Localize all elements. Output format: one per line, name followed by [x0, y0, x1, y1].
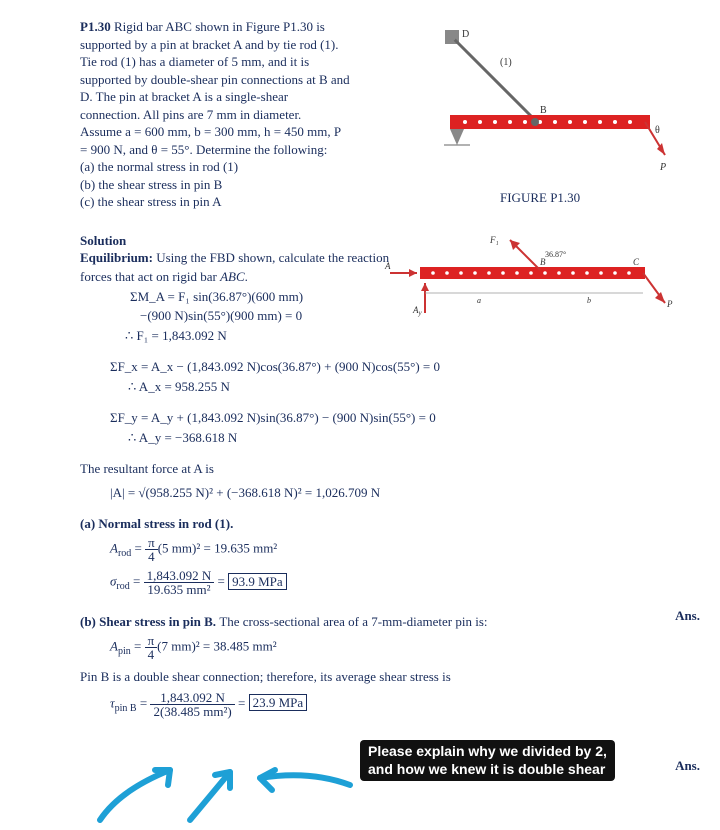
svg-text:θ: θ [655, 125, 660, 136]
hand-arrow-icon [80, 760, 360, 830]
problem-line-8: (a) the normal stress in rod (1) [80, 159, 238, 174]
resultant-label: The resultant force at A is [80, 459, 680, 479]
svg-text:B: B [540, 105, 547, 116]
annotation-line-2: and how we knew it is double shear [368, 761, 605, 777]
fbd-figure: A Ay F₁ 36.87° B C P a b [365, 235, 685, 325]
problem-statement: P1.30 Rigid bar ABC shown in Figure P1.3… [80, 18, 430, 211]
part-a-header: (a) Normal stress in rod (1). [80, 516, 680, 532]
svg-text:D: D [462, 29, 469, 40]
fy-eqn-1: ∴ A_y = −368.618 N [128, 428, 680, 448]
moment-eqn-2: ∴ F₁ = 1,843.092 N [125, 326, 680, 346]
ans-label-a: Ans. [675, 608, 700, 624]
ans-label-b: Ans. [675, 758, 700, 774]
svg-text:a: a [477, 296, 481, 305]
fx-equations: ΣF_x = A_x − (1,843.092 N)cos(36.87°) + … [110, 357, 680, 396]
svg-text:Ay: Ay [412, 305, 423, 317]
svg-text:36.87°: 36.87° [545, 250, 566, 259]
part-b-tau: τpin B = 1,843.092 N 2(38.485 mm²) = 23.… [110, 691, 680, 718]
figure-caption: FIGURE P1.30 [500, 190, 580, 206]
svg-text:b: b [587, 296, 591, 305]
part-a-stress: σrod = 1,843.092 N 19.635 mm² = 93.9 MPa [110, 569, 680, 596]
part-a-result: 93.9 MPa [228, 573, 287, 590]
problem-line-2: Tie rod (1) has a diameter of 5 mm, and … [80, 54, 309, 69]
part-b-header: (b) Shear stress in pin B. The cross-sec… [80, 614, 680, 630]
svg-text:P: P [659, 162, 666, 173]
fy-eqn-0: ΣF_y = A_y + (1,843.092 N)sin(36.87°) − … [110, 408, 680, 428]
equilibrium-intro: Equilibrium: Equilibrium: Using the FBD … [80, 249, 410, 287]
svg-text:(1): (1) [500, 57, 512, 68]
svg-text:F₁: F₁ [489, 235, 499, 245]
user-annotation: Please explain why we divided by 2, and … [360, 740, 615, 781]
part-a-area: Arod = π4(5 mm)² = 19.635 mm² [110, 536, 680, 563]
svg-text:A: A [384, 261, 391, 271]
problem-line-9: (b) the shear stress in pin B [80, 177, 222, 192]
problem-line-3: supported by double-shear pin connection… [80, 72, 350, 87]
resultant-eqn: |A| = √(958.255 N)² + (−368.618 N)² = 1,… [110, 483, 680, 503]
figure-p1-30: D (1) B θ P [440, 25, 670, 185]
double-shear-line: Pin B is a double shear connection; ther… [80, 667, 680, 687]
problem-line-1: supported by a pin at bracket A and by t… [80, 37, 339, 52]
annotation-line-1: Please explain why we divided by 2, [368, 743, 607, 759]
part-b-area: Apin = π4(7 mm)² = 38.485 mm² [110, 634, 680, 661]
problem-line-7: = 900 N, and θ = 55°. Determine the foll… [80, 142, 327, 157]
fx-eqn-1: ∴ A_x = 958.255 N [128, 377, 680, 397]
problem-id: P1.30 [80, 19, 111, 34]
problem-line-5: connection. All pins are 7 mm in diamete… [80, 107, 301, 122]
svg-text:C: C [633, 257, 640, 267]
part-b-result: 23.9 MPa [249, 694, 308, 711]
fy-equations: ΣF_y = A_y + (1,843.092 N)sin(36.87°) − … [110, 408, 680, 447]
problem-line-4: D. The pin at bracket A is a single-shea… [80, 89, 288, 104]
problem-line-0: Rigid bar ABC shown in Figure P1.30 is [114, 19, 325, 34]
svg-text:B: B [540, 257, 546, 267]
svg-text:P: P [666, 299, 673, 309]
problem-line-6: Assume a = 600 mm, b = 300 mm, h = 450 m… [80, 124, 341, 139]
fx-eqn-0: ΣF_x = A_x − (1,843.092 N)cos(36.87°) + … [110, 357, 680, 377]
problem-line-10: (c) the shear stress in pin A [80, 194, 222, 209]
